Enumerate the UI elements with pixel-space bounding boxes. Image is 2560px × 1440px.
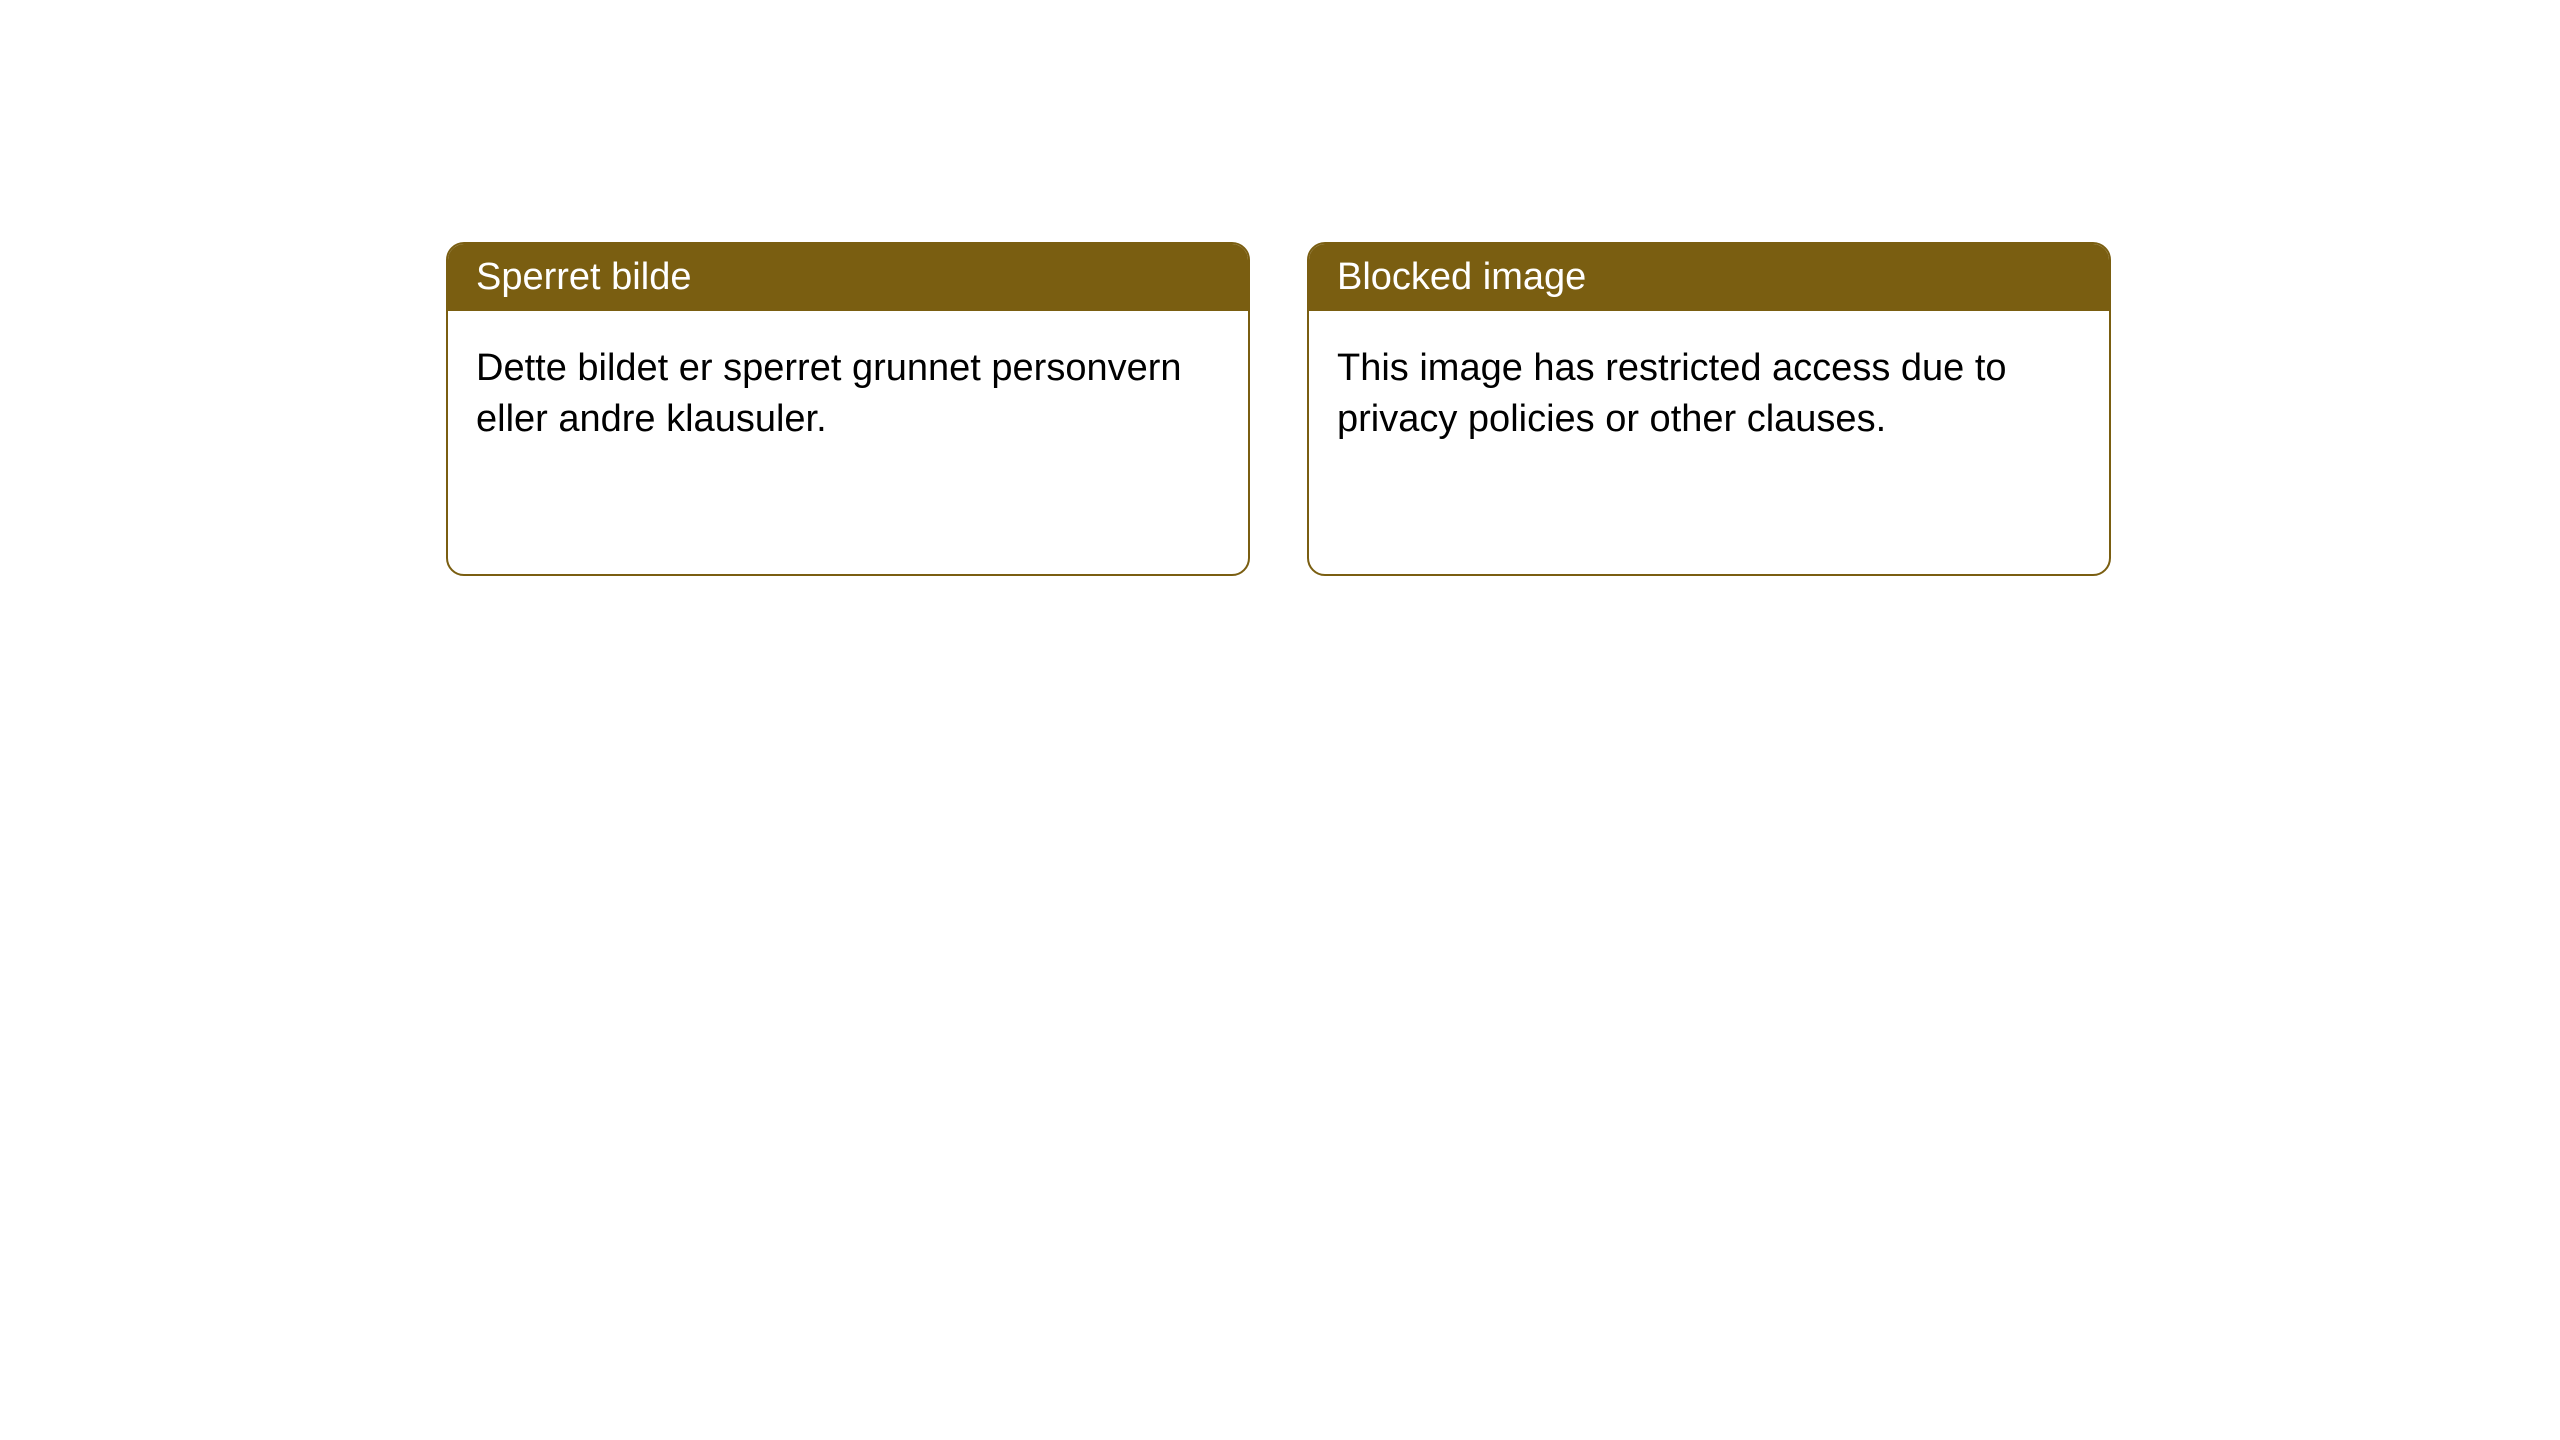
card-title: Sperret bilde: [476, 256, 691, 298]
card-body: This image has restricted access due to …: [1309, 311, 2109, 478]
card-body-text: Dette bildet er sperret grunnet personve…: [476, 347, 1182, 440]
cards-container: Sperret bilde Dette bildet er sperret gr…: [0, 0, 2560, 576]
card-body: Dette bildet er sperret grunnet personve…: [448, 311, 1248, 478]
blocked-image-card-en: Blocked image This image has restricted …: [1307, 242, 2111, 576]
card-body-text: This image has restricted access due to …: [1337, 347, 2007, 440]
card-title: Blocked image: [1337, 256, 1586, 298]
card-header: Sperret bilde: [448, 244, 1248, 311]
blocked-image-card-no: Sperret bilde Dette bildet er sperret gr…: [446, 242, 1250, 576]
card-header: Blocked image: [1309, 244, 2109, 311]
